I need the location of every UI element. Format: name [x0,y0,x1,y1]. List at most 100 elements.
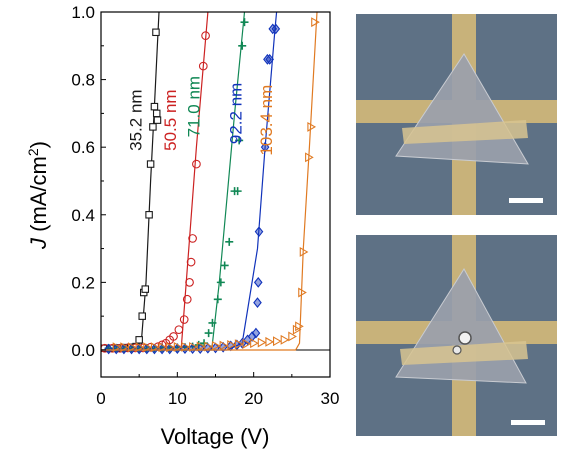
data-point [145,211,153,219]
data-point [233,187,242,196]
data-point [150,342,160,353]
data-point [265,53,275,65]
data-point [201,31,210,41]
fit-line [101,12,246,351]
x-tick-label: 0 [96,389,105,408]
y-tick-label: 0.4 [71,206,95,225]
x-tick-label: 10 [168,389,187,408]
data-point [135,342,145,353]
data-point [238,41,247,50]
data-point [292,324,302,335]
data-point [138,312,146,320]
series-71-0-nm [101,12,249,353]
data-point [235,136,244,145]
data-point [260,141,270,153]
data-point [225,237,234,246]
y-tick-label: 0.6 [71,138,95,157]
x-tick-label: 20 [244,389,263,408]
data-point [227,339,236,350]
data-point [265,336,275,347]
data-point [198,61,208,71]
data-point [271,23,281,35]
data-point [280,334,290,345]
data-point [254,226,264,238]
data-point [104,343,113,355]
series-label: 35.2 nm [126,89,145,150]
data-point [295,321,304,332]
data-point [158,342,168,353]
data-point [253,297,262,309]
data-point [192,159,201,169]
data-point [251,327,261,339]
data-point [112,342,122,353]
y-axis-title-superscript: 2 [25,148,41,156]
data-point [135,336,143,344]
data-point [120,342,130,353]
scale-bar [509,198,543,203]
data-point [143,342,152,353]
data-point [263,53,272,65]
fit-line [101,12,209,351]
data-point [242,338,252,349]
data-point [188,234,197,243]
data-point [141,285,150,293]
data-point [153,116,162,124]
breakdown-hole [458,331,472,345]
fit-line [101,12,160,351]
data-point [288,331,297,342]
plot-area [101,12,330,355]
scale-bar [511,420,545,425]
series-label: 92.2 nm [226,83,245,144]
y-tick-label: 0.0 [71,341,95,360]
data-point [185,278,194,287]
y-tick-label: 0.2 [71,273,95,292]
y-axis-title-unit: (mA/cm [26,156,51,238]
fit-line [101,12,278,351]
data-point [204,341,213,352]
breakdown-hole-small [452,345,462,355]
data-point [208,318,217,327]
data-point [250,338,259,349]
data-point [299,247,309,257]
sem-image-top [356,14,557,215]
series-35-2-nm [101,12,162,353]
axes: 35.2 nm 50.5 nm 71.0 nm 92.2 nm 103.4 nm 0 10 2… [71,3,339,408]
x-tick-label: 30 [321,389,340,408]
data-point [298,287,307,298]
series-label: 50.5 nm [161,89,180,150]
data-point [204,329,213,338]
data-point [216,278,225,287]
data-point [307,121,317,132]
data-point [305,152,314,163]
data-point [311,17,320,28]
data-point [220,261,229,270]
data-point [173,341,183,352]
sem-image-bottom [356,235,557,436]
data-point [179,315,189,324]
data-point [174,325,184,335]
data-point [152,109,161,118]
data-point [166,342,175,353]
data-point [169,332,178,341]
top-contact-strip [402,120,528,144]
series-label: 103.4 nm [257,85,276,156]
data-point [189,341,198,352]
y-axis-title-close: ) [26,141,51,148]
data-point [186,257,196,267]
data-point [219,340,229,351]
data-point [152,28,160,37]
y-axis-title-symbol: J [26,237,51,250]
y-tick-label: 0.8 [71,71,95,90]
series-50-5-nm [101,12,210,353]
y-tick-label: 1.0 [71,3,95,22]
series-103-4-nm [101,12,320,353]
data-point [253,276,263,288]
data-point [234,339,244,350]
data-point [273,336,282,347]
top-contact-strip [400,341,528,365]
data-point [257,337,267,348]
x-axis-title: Voltage (V) [161,424,270,449]
data-point [211,340,221,351]
data-point [181,341,191,352]
